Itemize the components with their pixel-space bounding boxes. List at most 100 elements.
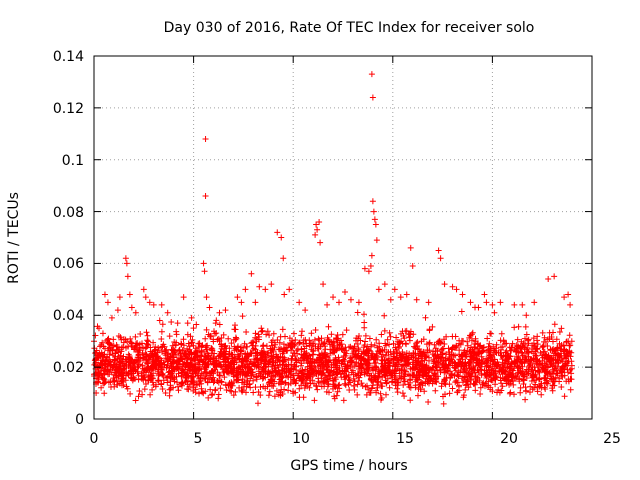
data-point <box>320 281 327 288</box>
data-point <box>101 291 108 298</box>
y-tick-labels: 0 0.02 0.04 0.06 0.08 0.1 0.12 0.14 <box>53 49 84 428</box>
data-point <box>268 281 275 288</box>
data-point <box>565 291 572 298</box>
data-point <box>122 255 129 262</box>
data-point <box>407 244 414 251</box>
data-point <box>369 198 376 205</box>
data-point <box>242 286 249 293</box>
data-point <box>453 286 460 293</box>
data-point <box>489 301 496 308</box>
y-tick-label: 0.04 <box>53 308 84 324</box>
data-point <box>123 260 130 267</box>
chart-title: Day 030 of 2016, Rate Of TEC Index for r… <box>164 20 535 36</box>
x-tick-labels: 0 5 10 15 20 25 <box>90 431 621 447</box>
data-point <box>95 325 102 332</box>
x-tick-label: 5 <box>194 431 203 447</box>
data-point <box>278 234 285 241</box>
data-point <box>316 218 323 225</box>
data-point <box>441 281 448 288</box>
data-point <box>158 301 165 308</box>
data-point <box>413 296 420 303</box>
data-point <box>222 307 229 314</box>
data-point <box>313 221 320 228</box>
data-point <box>262 286 269 293</box>
plot-frame <box>93 55 593 420</box>
data-point <box>234 294 241 301</box>
data-point <box>114 307 121 314</box>
data-point <box>409 263 416 270</box>
data-point <box>330 294 337 301</box>
data-point <box>164 309 171 316</box>
data-point <box>256 283 263 290</box>
data-point <box>511 301 518 308</box>
y-axis-label: ROTI / TECUs <box>6 192 22 284</box>
data-point <box>206 304 213 311</box>
data-point <box>449 283 456 290</box>
data-point <box>375 286 382 293</box>
data-point <box>368 252 375 259</box>
data-point <box>519 301 526 308</box>
grid-lines <box>94 56 592 419</box>
data-point <box>336 299 343 306</box>
data-point <box>391 286 398 293</box>
data-point <box>156 317 163 324</box>
x-tick-label: 20 <box>500 431 518 447</box>
y-tick-label: 0.14 <box>53 49 84 65</box>
x-tick-label: 25 <box>603 431 621 447</box>
data-point <box>99 330 106 337</box>
y-tick-label: 0.12 <box>53 101 84 117</box>
data-point <box>296 299 303 306</box>
data-point <box>116 294 123 301</box>
x-tick-label: 0 <box>90 431 99 447</box>
data-point <box>180 294 187 301</box>
data-point <box>302 307 309 314</box>
data-point <box>104 299 111 306</box>
data-point <box>108 314 115 321</box>
data-point <box>274 229 281 236</box>
y-tick-label: 0.08 <box>53 205 84 221</box>
data-point <box>347 296 354 303</box>
data-point <box>545 275 552 282</box>
data-point <box>561 294 568 301</box>
data-point <box>203 294 210 301</box>
data-point <box>280 255 287 262</box>
data-point <box>368 71 375 78</box>
data-point <box>314 226 321 233</box>
data-point <box>497 299 504 306</box>
data-point <box>381 281 388 288</box>
y-tick-label: 0.1 <box>62 153 84 169</box>
data-point <box>188 314 195 321</box>
data-point <box>481 291 488 298</box>
data-point <box>146 299 153 306</box>
data-point <box>281 291 288 298</box>
y-tick-label: 0.02 <box>53 360 84 376</box>
data-point <box>523 312 530 319</box>
data-point <box>551 273 558 280</box>
data-point <box>365 268 372 275</box>
data-point <box>202 135 209 142</box>
data-point <box>437 255 444 262</box>
x-tick-label: 10 <box>292 431 310 447</box>
data-point <box>403 291 410 298</box>
data-point <box>286 286 293 293</box>
x-axis-label: GPS time / hours <box>290 458 407 474</box>
y-tick-label: 0 <box>75 412 84 428</box>
data-point <box>387 296 394 303</box>
data-points <box>91 71 574 350</box>
dense-band-markers <box>91 304 575 407</box>
data-point <box>324 301 331 308</box>
data-point <box>475 304 482 311</box>
data-point <box>238 299 245 306</box>
data-point <box>124 273 131 280</box>
x-tick-label: 15 <box>396 431 414 447</box>
data-point <box>132 309 139 316</box>
data-point <box>140 286 147 293</box>
data-point <box>174 320 181 327</box>
data-point <box>397 294 404 301</box>
data-point <box>201 268 208 275</box>
data-point <box>367 263 374 270</box>
data-point <box>312 231 319 238</box>
data-point <box>128 304 135 311</box>
data-point <box>425 299 432 306</box>
